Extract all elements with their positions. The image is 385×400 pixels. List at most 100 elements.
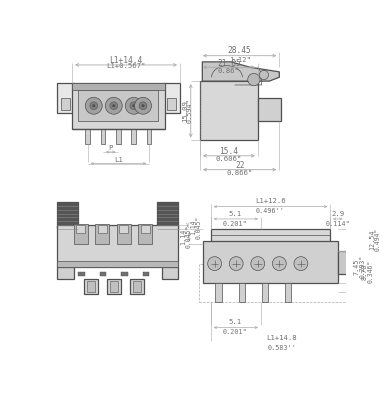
Text: 0.494": 0.494" bbox=[375, 228, 381, 251]
Bar bbox=[76, 225, 85, 233]
Polygon shape bbox=[203, 62, 280, 81]
Bar bbox=[85, 129, 90, 144]
Text: 0.866": 0.866" bbox=[226, 170, 253, 176]
Circle shape bbox=[92, 104, 95, 107]
Bar bbox=[57, 83, 74, 114]
Circle shape bbox=[132, 104, 136, 107]
Circle shape bbox=[251, 257, 265, 270]
Text: 15.09: 15.09 bbox=[182, 100, 187, 122]
Text: 0.496'': 0.496'' bbox=[256, 208, 285, 214]
Circle shape bbox=[229, 257, 243, 270]
Bar bbox=[199, 264, 353, 302]
Bar bbox=[338, 250, 353, 274]
Text: 0.114": 0.114" bbox=[325, 220, 350, 226]
Text: L1+0.567": L1+0.567" bbox=[106, 63, 146, 69]
Text: 0.346": 0.346" bbox=[367, 260, 373, 283]
Bar bbox=[107, 279, 121, 294]
Text: 1.14: 1.14 bbox=[190, 220, 196, 235]
Bar bbox=[74, 224, 87, 244]
Text: L1: L1 bbox=[114, 157, 123, 163]
Bar bbox=[130, 279, 144, 294]
Text: L1+12.6: L1+12.6 bbox=[255, 198, 286, 204]
Circle shape bbox=[208, 257, 222, 270]
Circle shape bbox=[126, 97, 142, 114]
Bar bbox=[147, 129, 152, 144]
Bar bbox=[61, 98, 70, 110]
Text: 0.583'': 0.583'' bbox=[268, 344, 296, 350]
Text: L1+14.8: L1+14.8 bbox=[267, 334, 297, 340]
Bar bbox=[203, 240, 338, 283]
Bar bbox=[285, 283, 291, 302]
Text: 1.12": 1.12" bbox=[229, 56, 251, 62]
Text: 5.1: 5.1 bbox=[229, 319, 242, 325]
Circle shape bbox=[142, 104, 145, 107]
Circle shape bbox=[90, 102, 98, 110]
Text: 7.45: 7.45 bbox=[354, 258, 360, 275]
Bar bbox=[87, 281, 95, 292]
Circle shape bbox=[294, 257, 308, 270]
Text: 0.045": 0.045" bbox=[196, 216, 201, 239]
Circle shape bbox=[130, 102, 138, 110]
Circle shape bbox=[135, 97, 152, 114]
Text: 0.606": 0.606" bbox=[216, 156, 242, 162]
Text: 0.201": 0.201" bbox=[223, 329, 248, 335]
Text: 15.4: 15.4 bbox=[219, 148, 238, 156]
Bar bbox=[239, 283, 245, 302]
Bar bbox=[79, 272, 84, 276]
Bar bbox=[57, 268, 74, 279]
Bar bbox=[100, 272, 106, 276]
Bar bbox=[98, 225, 107, 233]
Bar bbox=[79, 90, 159, 121]
Bar bbox=[262, 283, 268, 302]
Bar bbox=[157, 202, 178, 229]
Bar bbox=[211, 229, 330, 244]
Bar bbox=[116, 129, 121, 144]
Circle shape bbox=[105, 97, 122, 114]
Bar bbox=[57, 83, 74, 114]
Circle shape bbox=[139, 102, 147, 110]
Bar bbox=[122, 272, 128, 276]
Circle shape bbox=[273, 257, 286, 270]
Bar bbox=[200, 81, 258, 140]
Text: 0.201": 0.201" bbox=[223, 220, 248, 226]
Bar bbox=[117, 224, 131, 244]
Bar bbox=[95, 224, 109, 244]
Bar bbox=[57, 202, 79, 229]
Text: L1+14.4: L1+14.4 bbox=[109, 56, 143, 65]
Text: 8.78: 8.78 bbox=[362, 263, 368, 280]
Bar bbox=[57, 261, 178, 268]
Text: 0.594": 0.594" bbox=[187, 98, 193, 123]
Bar bbox=[101, 129, 105, 144]
Circle shape bbox=[248, 74, 260, 86]
Text: 0.293": 0.293" bbox=[360, 255, 365, 278]
Bar bbox=[84, 279, 98, 294]
Bar bbox=[133, 281, 141, 292]
Bar bbox=[141, 225, 150, 233]
Bar bbox=[57, 225, 178, 268]
Bar bbox=[167, 98, 176, 110]
Bar bbox=[72, 83, 165, 90]
Text: 21.85: 21.85 bbox=[217, 59, 241, 68]
Bar bbox=[216, 283, 222, 302]
Bar bbox=[143, 272, 149, 276]
Circle shape bbox=[112, 104, 115, 107]
Text: 28.45: 28.45 bbox=[228, 46, 251, 55]
Bar bbox=[139, 224, 152, 244]
Text: 0.045": 0.045" bbox=[186, 225, 191, 248]
Text: 22: 22 bbox=[235, 161, 244, 170]
Circle shape bbox=[85, 97, 102, 114]
Text: 5.1: 5.1 bbox=[229, 210, 242, 216]
Bar bbox=[131, 129, 136, 144]
Circle shape bbox=[110, 102, 118, 110]
Bar bbox=[110, 281, 118, 292]
Text: 12.54: 12.54 bbox=[370, 230, 375, 250]
Bar bbox=[258, 98, 281, 121]
Bar bbox=[119, 225, 129, 233]
Bar bbox=[162, 268, 178, 279]
Bar bbox=[72, 83, 165, 129]
Text: 1.14: 1.14 bbox=[180, 228, 186, 245]
Bar bbox=[163, 83, 180, 114]
Bar bbox=[163, 83, 180, 114]
Text: 2.9: 2.9 bbox=[331, 210, 345, 216]
Text: P: P bbox=[109, 145, 113, 151]
